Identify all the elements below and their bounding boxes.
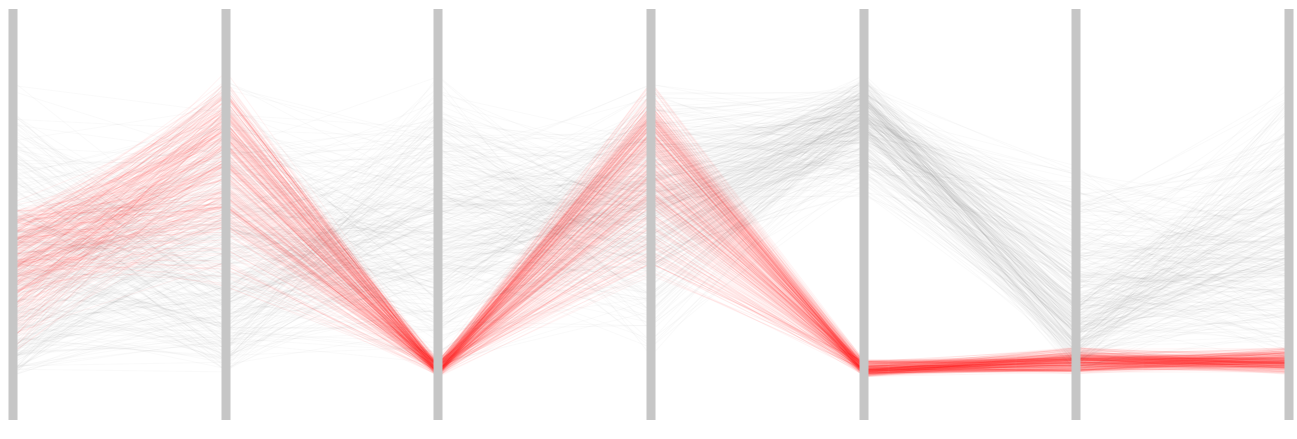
axes-layer — [8, 9, 1294, 420]
axis-7 — [1284, 9, 1294, 420]
axis-1 — [8, 9, 18, 420]
axis-3 — [433, 9, 443, 420]
axis-4 — [646, 9, 656, 420]
axis-2 — [221, 9, 231, 420]
axis-5 — [859, 9, 869, 420]
axis-6 — [1071, 9, 1081, 420]
